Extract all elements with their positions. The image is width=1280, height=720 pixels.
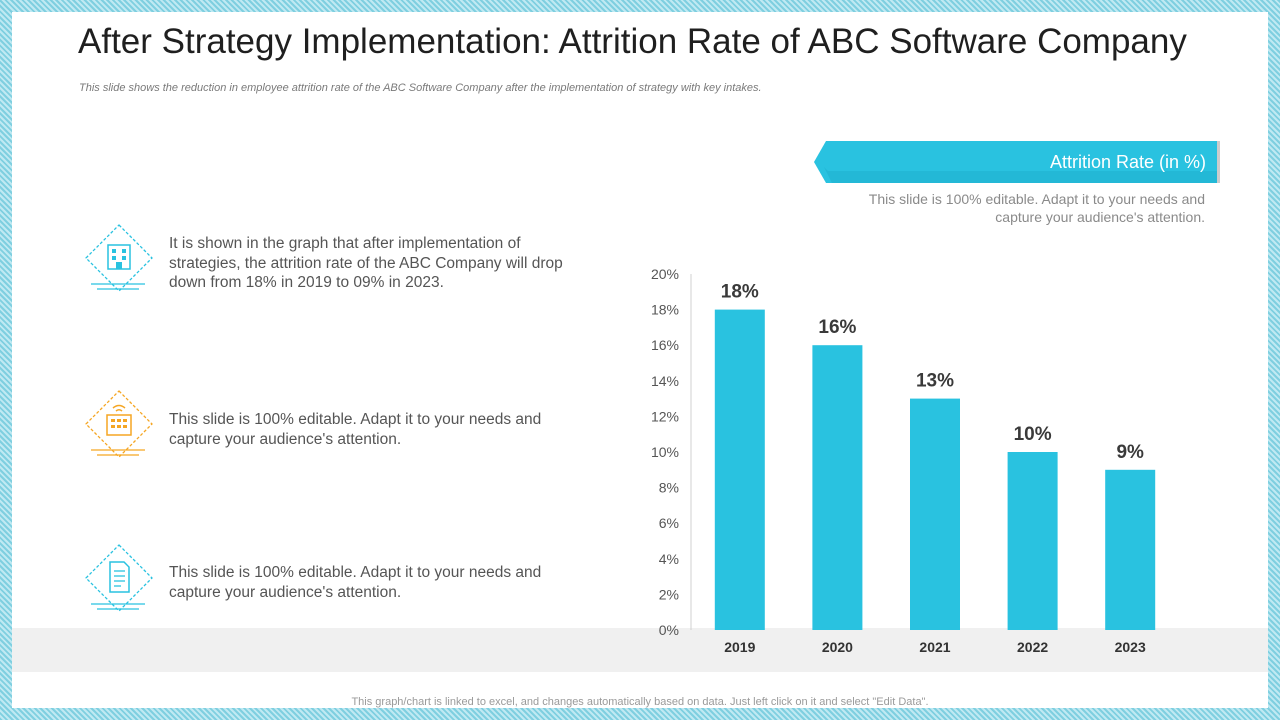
document-icon [85,544,153,612]
x-tick-label-2021: 2021 [919,639,950,655]
data-label-2023: 9% [1116,442,1144,463]
y-tick-label: 6% [659,515,679,531]
attrition-bar-chart: 0% 2% 4% 6% 8% 10% 12% 14% 16% 18% 20% 18% 2019 16% 20… [651,266,1156,655]
bar-2019 [714,309,765,630]
y-tick-label: 0% [659,622,679,638]
slide: After Strategy Implementation: Attrition… [12,12,1268,708]
y-tick-label: 8% [659,480,679,496]
office-building-icon [85,224,153,292]
bar-2020 [812,345,863,630]
y-tick-label: 10% [651,444,679,460]
y-tick-label: 18% [651,302,679,318]
slide-subtitle: This slide shows the reduction in employ… [79,82,762,94]
y-tick-label: 16% [651,337,679,353]
item-text-3: This slide is 100% editable. Adapt it to… [169,564,542,601]
x-tick-label-2020: 2020 [822,639,853,655]
item-text-1: It is shown in the graph that after impl… [169,235,563,291]
footer-note: This graph/chart is linked to excel, and… [351,696,929,708]
bar-2023 [1105,469,1156,630]
y-tick-label: 20% [651,266,679,282]
background-band [12,628,1268,672]
x-tick-label-2022: 2022 [1017,639,1048,655]
x-tick-label-2019: 2019 [724,639,755,655]
y-tick-label: 2% [659,586,679,602]
building-wifi-icon [85,390,153,458]
data-label-2022: 10% [1014,424,1052,445]
x-tick-label-2023: 2023 [1115,639,1146,655]
data-label-2021: 13% [916,371,954,392]
y-tick-label: 14% [651,373,679,389]
banner-note: This slide is 100% editable. Adapt it to… [868,191,1205,225]
y-tick-label: 12% [651,408,679,424]
attrition-rate-banner [814,141,1220,183]
data-label-2020: 16% [818,317,856,338]
y-tick-label: 4% [659,551,679,567]
item-text-2: This slide is 100% editable. Adapt it to… [169,411,542,448]
bar-2022 [1007,452,1058,630]
slide-title: After Strategy Implementation: Attrition… [78,22,1187,61]
banner-label: Attrition Rate (in %) [1049,152,1206,172]
data-label-2019: 18% [721,282,759,303]
bar-2021 [910,398,960,630]
